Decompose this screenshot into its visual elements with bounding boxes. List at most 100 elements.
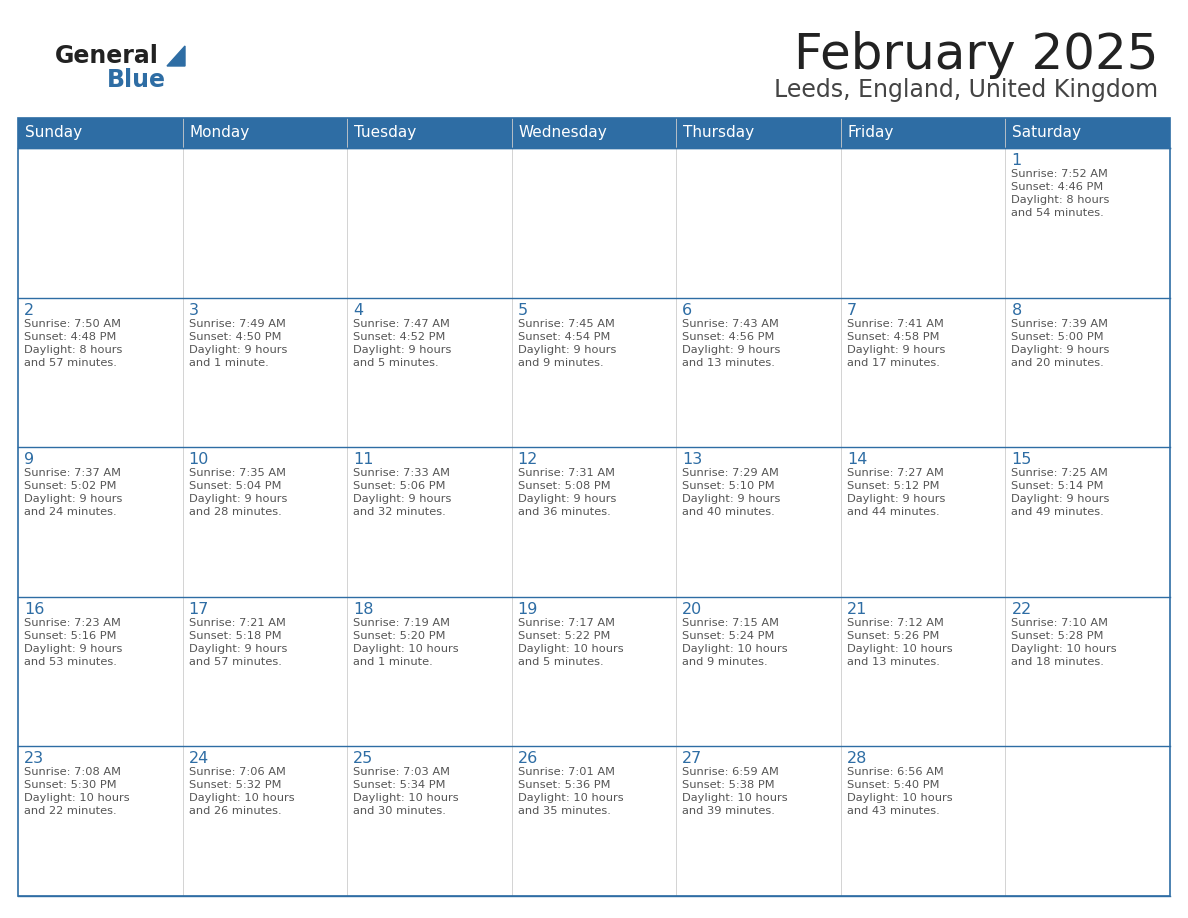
Text: Sunset: 5:16 PM: Sunset: 5:16 PM bbox=[24, 631, 116, 641]
Text: and 40 minutes.: and 40 minutes. bbox=[682, 508, 775, 517]
Text: Sunset: 5:10 PM: Sunset: 5:10 PM bbox=[682, 481, 775, 491]
Text: Sunrise: 7:49 AM: Sunrise: 7:49 AM bbox=[189, 319, 285, 329]
Text: Sunrise: 7:03 AM: Sunrise: 7:03 AM bbox=[353, 767, 450, 778]
Text: 10: 10 bbox=[189, 453, 209, 467]
Text: 24: 24 bbox=[189, 752, 209, 767]
Text: Sunrise: 6:56 AM: Sunrise: 6:56 AM bbox=[847, 767, 943, 778]
Bar bbox=[183, 148, 347, 297]
Text: Daylight: 9 hours: Daylight: 9 hours bbox=[353, 344, 451, 354]
Text: and 5 minutes.: and 5 minutes. bbox=[353, 358, 438, 367]
Text: and 9 minutes.: and 9 minutes. bbox=[518, 358, 604, 367]
Text: 11: 11 bbox=[353, 453, 374, 467]
Text: Leeds, England, United Kingdom: Leeds, England, United Kingdom bbox=[773, 78, 1158, 102]
Text: 1: 1 bbox=[1011, 153, 1022, 168]
Text: Sunrise: 7:08 AM: Sunrise: 7:08 AM bbox=[24, 767, 121, 778]
Text: Daylight: 9 hours: Daylight: 9 hours bbox=[24, 494, 122, 504]
Text: and 57 minutes.: and 57 minutes. bbox=[189, 656, 282, 666]
Text: Daylight: 10 hours: Daylight: 10 hours bbox=[518, 793, 624, 803]
Bar bbox=[512, 297, 676, 447]
Text: Blue: Blue bbox=[107, 68, 166, 92]
Bar bbox=[1005, 148, 1170, 297]
Text: Sunset: 5:22 PM: Sunset: 5:22 PM bbox=[518, 631, 611, 641]
Bar bbox=[1005, 447, 1170, 597]
Bar bbox=[676, 447, 841, 597]
Text: 23: 23 bbox=[24, 752, 44, 767]
Polygon shape bbox=[168, 46, 185, 66]
Text: and 53 minutes.: and 53 minutes. bbox=[24, 656, 116, 666]
Text: and 13 minutes.: and 13 minutes. bbox=[682, 358, 775, 367]
Text: Sunrise: 7:31 AM: Sunrise: 7:31 AM bbox=[518, 468, 614, 478]
Bar bbox=[841, 148, 1005, 297]
Bar bbox=[18, 118, 183, 148]
Bar bbox=[18, 118, 1170, 896]
Text: Sunset: 4:48 PM: Sunset: 4:48 PM bbox=[24, 331, 116, 341]
Text: Sunset: 5:36 PM: Sunset: 5:36 PM bbox=[518, 780, 611, 790]
Bar bbox=[347, 297, 512, 447]
Text: 2: 2 bbox=[24, 303, 34, 318]
Text: Sunrise: 7:25 AM: Sunrise: 7:25 AM bbox=[1011, 468, 1108, 478]
Bar bbox=[841, 746, 1005, 896]
Bar bbox=[183, 746, 347, 896]
Bar bbox=[841, 297, 1005, 447]
Text: 3: 3 bbox=[189, 303, 198, 318]
Bar bbox=[347, 118, 512, 148]
Text: Daylight: 9 hours: Daylight: 9 hours bbox=[1011, 344, 1110, 354]
Bar bbox=[18, 148, 183, 297]
Text: 8: 8 bbox=[1011, 303, 1022, 318]
Text: Sunrise: 7:27 AM: Sunrise: 7:27 AM bbox=[847, 468, 943, 478]
Text: 16: 16 bbox=[24, 602, 44, 617]
Text: Sunrise: 7:23 AM: Sunrise: 7:23 AM bbox=[24, 618, 121, 628]
Text: Saturday: Saturday bbox=[1012, 126, 1081, 140]
Text: and 30 minutes.: and 30 minutes. bbox=[353, 806, 446, 816]
Text: Sunrise: 7:29 AM: Sunrise: 7:29 AM bbox=[682, 468, 779, 478]
Text: General: General bbox=[55, 44, 159, 68]
Bar bbox=[841, 118, 1005, 148]
Bar bbox=[347, 447, 512, 597]
Text: and 17 minutes.: and 17 minutes. bbox=[847, 358, 940, 367]
Text: Sunrise: 7:15 AM: Sunrise: 7:15 AM bbox=[682, 618, 779, 628]
Text: 12: 12 bbox=[518, 453, 538, 467]
Bar bbox=[1005, 746, 1170, 896]
Text: Sunset: 5:00 PM: Sunset: 5:00 PM bbox=[1011, 331, 1104, 341]
Text: Daylight: 10 hours: Daylight: 10 hours bbox=[682, 644, 788, 654]
Text: 5: 5 bbox=[518, 303, 527, 318]
Bar bbox=[347, 746, 512, 896]
Text: Daylight: 8 hours: Daylight: 8 hours bbox=[24, 344, 122, 354]
Text: Sunrise: 7:45 AM: Sunrise: 7:45 AM bbox=[518, 319, 614, 329]
Text: Daylight: 10 hours: Daylight: 10 hours bbox=[682, 793, 788, 803]
Text: and 39 minutes.: and 39 minutes. bbox=[682, 806, 775, 816]
Text: 9: 9 bbox=[24, 453, 34, 467]
Text: Sunrise: 7:01 AM: Sunrise: 7:01 AM bbox=[518, 767, 614, 778]
Text: and 36 minutes.: and 36 minutes. bbox=[518, 508, 611, 517]
Bar bbox=[841, 447, 1005, 597]
Bar bbox=[18, 597, 183, 746]
Text: Sunset: 5:18 PM: Sunset: 5:18 PM bbox=[189, 631, 282, 641]
Text: and 5 minutes.: and 5 minutes. bbox=[518, 656, 604, 666]
Text: Daylight: 9 hours: Daylight: 9 hours bbox=[24, 644, 122, 654]
Text: Sunset: 4:50 PM: Sunset: 4:50 PM bbox=[189, 331, 282, 341]
Text: Sunrise: 7:52 AM: Sunrise: 7:52 AM bbox=[1011, 169, 1108, 179]
Text: and 9 minutes.: and 9 minutes. bbox=[682, 656, 767, 666]
Text: Sunset: 5:20 PM: Sunset: 5:20 PM bbox=[353, 631, 446, 641]
Text: Sunset: 5:14 PM: Sunset: 5:14 PM bbox=[1011, 481, 1104, 491]
Text: Daylight: 10 hours: Daylight: 10 hours bbox=[353, 644, 459, 654]
Bar bbox=[1005, 118, 1170, 148]
Text: Sunset: 5:06 PM: Sunset: 5:06 PM bbox=[353, 481, 446, 491]
Text: Daylight: 9 hours: Daylight: 9 hours bbox=[189, 644, 287, 654]
Text: 20: 20 bbox=[682, 602, 702, 617]
Text: Sunset: 4:58 PM: Sunset: 4:58 PM bbox=[847, 331, 940, 341]
Text: Daylight: 9 hours: Daylight: 9 hours bbox=[189, 494, 287, 504]
Bar bbox=[676, 746, 841, 896]
Text: 19: 19 bbox=[518, 602, 538, 617]
Text: and 32 minutes.: and 32 minutes. bbox=[353, 508, 446, 517]
Text: and 24 minutes.: and 24 minutes. bbox=[24, 508, 116, 517]
Text: 22: 22 bbox=[1011, 602, 1031, 617]
Text: 15: 15 bbox=[1011, 453, 1032, 467]
Text: Sunrise: 7:19 AM: Sunrise: 7:19 AM bbox=[353, 618, 450, 628]
Text: 25: 25 bbox=[353, 752, 373, 767]
Text: Daylight: 9 hours: Daylight: 9 hours bbox=[847, 494, 946, 504]
Text: 14: 14 bbox=[847, 453, 867, 467]
Text: Sunset: 4:52 PM: Sunset: 4:52 PM bbox=[353, 331, 446, 341]
Text: Daylight: 9 hours: Daylight: 9 hours bbox=[518, 494, 617, 504]
Text: Daylight: 9 hours: Daylight: 9 hours bbox=[847, 344, 946, 354]
